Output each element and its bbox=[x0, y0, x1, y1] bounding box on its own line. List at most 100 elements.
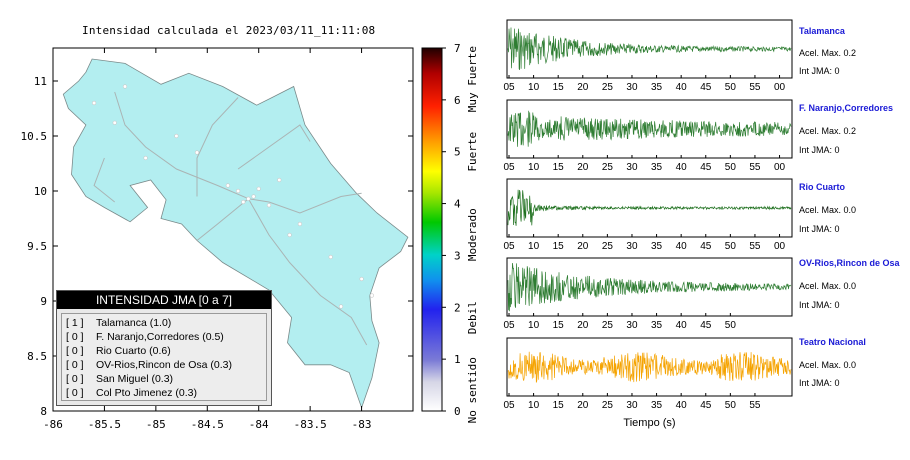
legend-row: [ 0 ] Col Pto Jimenez (0.3) bbox=[66, 387, 197, 399]
waveform-tick-label: 35 bbox=[651, 82, 663, 93]
station-point bbox=[246, 196, 251, 201]
station-point bbox=[236, 188, 241, 194]
legend-row: [ 0 ] Rio Cuarto (0.6) bbox=[66, 345, 171, 357]
map-title: Intensidad calculada el 2023/03/11_11:11… bbox=[82, 24, 376, 37]
station-name: Rio Cuarto bbox=[799, 182, 845, 192]
waveform-tick-label: 40 bbox=[676, 82, 688, 93]
waveform-tick-label: 25 bbox=[602, 320, 614, 331]
x-tick-label: -84 bbox=[249, 418, 269, 431]
waveform-tick-label: 50 bbox=[725, 82, 737, 93]
station-acel: Acel. Max. 0.0 bbox=[799, 205, 857, 215]
waveform-tick-label: 25 bbox=[602, 400, 614, 411]
station-point bbox=[369, 293, 375, 298]
y-tick-label: 8 bbox=[40, 405, 47, 418]
legend-row: [ 0 ] OV-Rios,Rincon de Osa (0.3) bbox=[66, 359, 232, 371]
road-line bbox=[196, 97, 239, 197]
legend-station: San Miguel (0.3) bbox=[96, 373, 174, 385]
waveform-tick-label: 10 bbox=[528, 320, 540, 331]
waveform-trace bbox=[507, 262, 792, 312]
legend-count: [ 0 ] bbox=[66, 331, 84, 343]
waveform-tick-label: 10 bbox=[528, 82, 540, 93]
waveform-trace bbox=[507, 27, 792, 71]
waveform-tick-label: 00 bbox=[774, 241, 786, 252]
station-point bbox=[174, 133, 179, 139]
road-line bbox=[114, 91, 249, 200]
station-name: Talamanca bbox=[799, 26, 845, 36]
waveform-tick-label: 30 bbox=[626, 400, 638, 411]
station-point bbox=[266, 203, 272, 208]
waveform-tick-label: 15 bbox=[553, 162, 565, 173]
station-acel: Acel. Max. 0.0 bbox=[799, 281, 857, 291]
y-tick-label: 11 bbox=[34, 75, 47, 88]
y-tick-label: 8.5 bbox=[27, 350, 47, 363]
waveform-tick-label: 30 bbox=[626, 241, 638, 252]
legend-count: [ 0 ] bbox=[66, 359, 84, 371]
waveform-tick-label: 40 bbox=[676, 400, 688, 411]
station-point bbox=[297, 221, 303, 227]
legend-count: [ 1 ] bbox=[66, 317, 84, 329]
station-point bbox=[112, 120, 117, 125]
station-point bbox=[338, 304, 344, 309]
waveform-tick-label: 15 bbox=[553, 400, 565, 411]
legend-count: [ 0 ] bbox=[66, 345, 84, 357]
legend-row: [ 0 ] F. Naranjo,Corredores (0.5) bbox=[66, 331, 224, 343]
colorbar-tick-label: 3 bbox=[454, 249, 461, 262]
colorbar-tick-label: 4 bbox=[454, 198, 461, 211]
colorbar-category-label: Muy Fuerte bbox=[466, 46, 479, 112]
station-point bbox=[251, 194, 256, 199]
legend-row: [ 1 ] Talamanca (1.0) bbox=[66, 317, 171, 329]
colorbar-category-label: Debil bbox=[466, 301, 479, 334]
intensity-legend: INTENSIDAD JMA [0 a 7] [ 1 ] Talamanca (1… bbox=[56, 290, 272, 406]
waveform-tick-label: 20 bbox=[577, 82, 589, 93]
waveform-tick-label: 35 bbox=[651, 320, 663, 331]
station-point bbox=[225, 183, 230, 188]
station-int: Int JMA: 0 bbox=[799, 378, 840, 388]
station-name: F. Naranjo,Corredores bbox=[799, 103, 894, 113]
station-name: Teatro Nacional bbox=[799, 337, 866, 347]
waveform-tick-label: 15 bbox=[553, 241, 565, 252]
colorbar-category-label: No sentido bbox=[466, 357, 479, 423]
waveform-tick-label: 30 bbox=[626, 162, 638, 173]
road-line bbox=[248, 192, 362, 214]
station-point bbox=[256, 186, 261, 191]
waveform-tick-label: 55 bbox=[749, 400, 761, 411]
waveform-tick-label: 10 bbox=[528, 241, 540, 252]
waveform-trace bbox=[507, 351, 792, 383]
waveform-tick-label: 35 bbox=[651, 241, 663, 252]
costa-rica-landmass bbox=[62, 58, 409, 409]
waveform-tick-label: 15 bbox=[553, 320, 565, 331]
road-line bbox=[237, 124, 311, 170]
waveform-tick-label: 50 bbox=[725, 162, 737, 173]
station-point bbox=[328, 254, 333, 260]
legend-count: [ 0 ] bbox=[66, 387, 84, 399]
colorbar-tick-label: 7 bbox=[454, 42, 461, 55]
waveform-tick-label: 50 bbox=[725, 241, 737, 252]
y-tick-label: 10.5 bbox=[21, 130, 48, 143]
waveform-tick-label: 40 bbox=[676, 162, 688, 173]
y-tick-label: 10 bbox=[34, 185, 47, 198]
colorbar-gradient bbox=[421, 47, 443, 412]
waveform-tick-label: 30 bbox=[626, 320, 638, 331]
map-frame bbox=[52, 47, 414, 412]
legend-station: OV-Rios,Rincon de Osa (0.3) bbox=[96, 359, 232, 371]
colorbar-tick-label: 6 bbox=[454, 94, 461, 107]
x-tick-label: -85.5 bbox=[88, 418, 121, 431]
station-point bbox=[241, 199, 246, 205]
road-line bbox=[247, 198, 368, 346]
waveform-tick-label: 45 bbox=[700, 162, 712, 173]
waveform-tick-label: 05 bbox=[503, 82, 515, 93]
waveform-tick-label: 05 bbox=[503, 241, 515, 252]
x-tick-label: -84.5 bbox=[191, 418, 224, 431]
legend-header: INTENSIDAD JMA [0 a 7] bbox=[57, 291, 271, 309]
waveform-tick-label: 15 bbox=[553, 82, 565, 93]
station-point bbox=[277, 177, 282, 183]
colorbar-tick-label: 1 bbox=[454, 353, 461, 366]
station-point bbox=[359, 276, 364, 282]
station-int: Int JMA: 0 bbox=[799, 300, 840, 310]
colorbar-tick-label: 2 bbox=[454, 301, 461, 314]
station-acel: Acel. Max. 0.2 bbox=[799, 48, 857, 58]
waveform-tick-label: 00 bbox=[774, 162, 786, 173]
